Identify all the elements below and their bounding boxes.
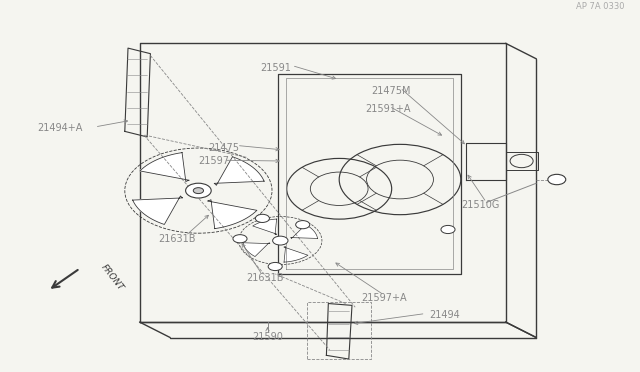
Polygon shape — [214, 157, 264, 185]
Text: 21510G: 21510G — [461, 201, 499, 211]
Polygon shape — [253, 219, 276, 235]
Circle shape — [186, 183, 211, 198]
Circle shape — [255, 214, 269, 222]
Text: 21631B: 21631B — [246, 273, 284, 283]
Text: 21494: 21494 — [429, 310, 460, 320]
Text: FRONT: FRONT — [99, 263, 125, 292]
Circle shape — [233, 235, 247, 243]
Text: 21597: 21597 — [198, 156, 229, 166]
Circle shape — [268, 262, 282, 270]
Text: 21591: 21591 — [260, 64, 291, 73]
Text: 21597+A: 21597+A — [362, 293, 407, 303]
Text: AP 7A 0330: AP 7A 0330 — [575, 2, 624, 11]
Polygon shape — [140, 153, 189, 182]
Text: 21591+A: 21591+A — [365, 104, 410, 114]
Circle shape — [441, 225, 455, 234]
Polygon shape — [132, 196, 182, 224]
Polygon shape — [207, 200, 257, 229]
Circle shape — [548, 174, 566, 185]
Text: 21494+A: 21494+A — [37, 123, 83, 133]
Text: 21631B: 21631B — [159, 234, 196, 244]
Text: 21475: 21475 — [208, 143, 239, 153]
Polygon shape — [243, 243, 270, 257]
Circle shape — [193, 187, 204, 193]
Text: 21590: 21590 — [252, 332, 283, 342]
Circle shape — [296, 221, 310, 229]
Circle shape — [273, 236, 288, 245]
Polygon shape — [291, 225, 317, 238]
Text: 21475M: 21475M — [371, 86, 411, 96]
Polygon shape — [284, 247, 308, 262]
